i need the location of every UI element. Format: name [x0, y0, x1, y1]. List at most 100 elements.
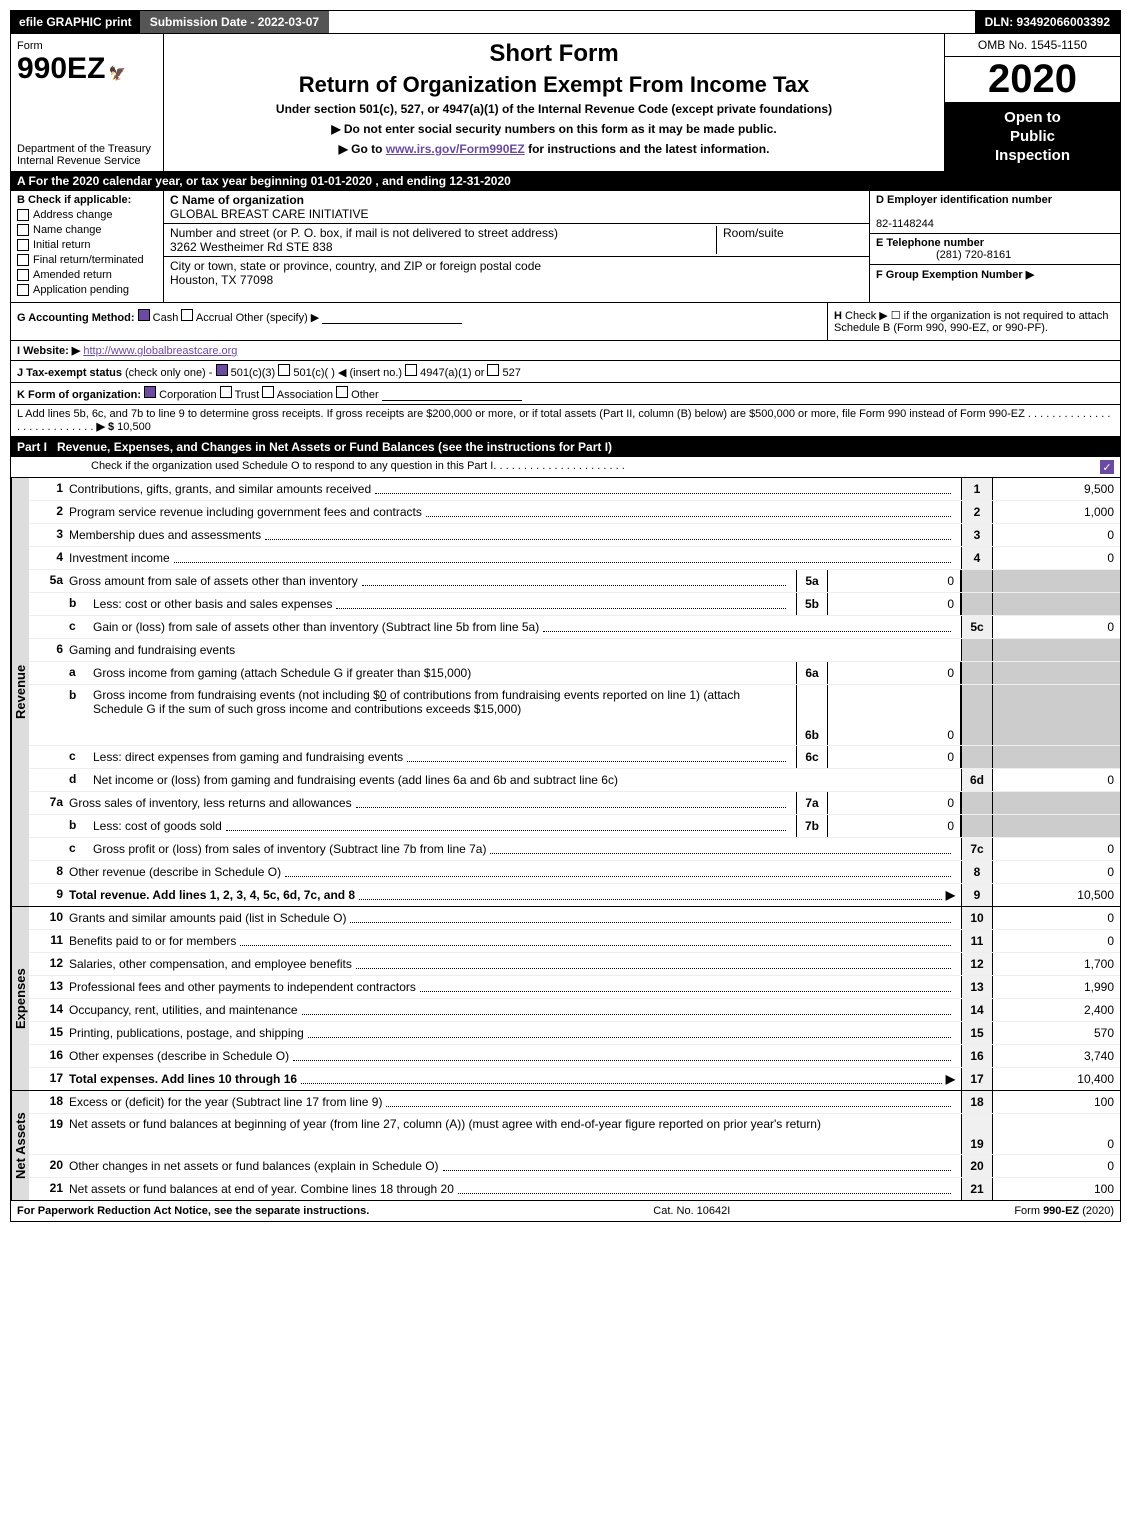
- goto-suffix: for instructions and the latest informat…: [528, 142, 769, 156]
- line-10-box: 10: [961, 907, 993, 929]
- ein-value: 82-1148244: [876, 218, 934, 230]
- expenses-lines: 10 Grants and similar amounts paid (list …: [29, 907, 1120, 1090]
- line-2-desc: Program service revenue including govern…: [69, 505, 422, 519]
- line-4-desc: Investment income: [69, 551, 170, 565]
- line-8-box: 8: [961, 861, 993, 883]
- line-6c-desc: Less: direct expenses from gaming and fu…: [93, 750, 403, 764]
- line-13-box: 13: [961, 976, 993, 998]
- cb-application-pending[interactable]: [17, 284, 29, 296]
- g-other: Other (specify) ▶: [236, 312, 320, 324]
- cb-cash[interactable]: [138, 309, 150, 321]
- line-17-val: 10,400: [993, 1068, 1120, 1090]
- line-9-desc: Total revenue. Add lines 1, 2, 3, 4, 5c,…: [69, 888, 355, 902]
- line-11-desc: Benefits paid to or for members: [69, 934, 236, 948]
- tax-year: 2020: [945, 57, 1120, 103]
- line-7b-desc: Less: cost of goods sold: [93, 819, 222, 833]
- line-5b-box-shaded: [961, 593, 993, 615]
- org-name: GLOBAL BREAST CARE INITIATIVE: [170, 207, 369, 221]
- cb-accrual[interactable]: [181, 309, 193, 321]
- line-7b-val-shaded: [993, 815, 1120, 837]
- g-label: G Accounting Method:: [17, 312, 135, 324]
- e-tel-label: E Telephone number: [876, 237, 984, 249]
- f-group-exemption-label: F Group Exemption Number ▶: [876, 269, 1034, 281]
- period-bar: A For the 2020 calendar year, or tax yea…: [11, 171, 1120, 191]
- cb-corporation[interactable]: [144, 386, 156, 398]
- line-15-desc: Printing, publications, postage, and shi…: [69, 1026, 304, 1040]
- line-11-val: 0: [993, 930, 1120, 952]
- dln-label: DLN: 93492066003392: [975, 11, 1120, 33]
- k-other-input[interactable]: [382, 388, 522, 401]
- line-6-desc: Gaming and fundraising events: [69, 643, 235, 657]
- cb-501c3[interactable]: [216, 364, 228, 376]
- city-label: City or town, state or province, country…: [170, 259, 541, 273]
- line-6d-val: 0: [993, 769, 1120, 791]
- footer: For Paperwork Reduction Act Notice, see …: [11, 1201, 1120, 1221]
- line-13-desc: Professional fees and other payments to …: [69, 980, 416, 994]
- line-17-arrow: ▶: [946, 1072, 955, 1086]
- goto-prefix: ▶ Go to: [339, 142, 386, 156]
- line-8-val: 0: [993, 861, 1120, 883]
- cb-name-change[interactable]: [17, 224, 29, 236]
- cb-4947a1[interactable]: [405, 364, 417, 376]
- line-7a-val-shaded: [993, 792, 1120, 814]
- line-19-desc: Net assets or fund balances at beginning…: [69, 1117, 821, 1131]
- line-1-val: 9,500: [993, 478, 1120, 500]
- k-label: K Form of organization:: [17, 389, 141, 401]
- room-suite-label: Room/suite: [716, 226, 863, 254]
- expenses-section: Expenses 10Grants and similar amounts pa…: [11, 907, 1120, 1091]
- line-6c-midbox: 6c: [796, 746, 828, 768]
- j-527: 527: [503, 367, 521, 379]
- line-17-desc: Total expenses. Add lines 10 through 16: [69, 1072, 297, 1086]
- cb-other-org[interactable]: [336, 386, 348, 398]
- j-label: J Tax-exempt status: [17, 367, 122, 379]
- cb-final-return[interactable]: [17, 254, 29, 266]
- box-c: C Name of organization GLOBAL BREAST CAR…: [164, 191, 869, 302]
- efile-print-button[interactable]: efile GRAPHIC print: [11, 11, 140, 33]
- line-14-desc: Occupancy, rent, utilities, and maintena…: [69, 1003, 298, 1017]
- goto-line: ▶ Go to www.irs.gov/Form990EZ for instru…: [170, 142, 938, 156]
- line-7c-box: 7c: [961, 838, 993, 860]
- line-19-box: 19: [961, 1114, 993, 1154]
- line-17-box: 17: [961, 1068, 993, 1090]
- street-label: Number and street (or P. O. box, if mail…: [170, 226, 558, 240]
- revenue-label: Revenue: [11, 478, 29, 906]
- website-link[interactable]: http://www.globalbreastcare.org: [83, 345, 237, 357]
- line-5b-midval: 0: [828, 593, 961, 615]
- line-3-desc: Membership dues and assessments: [69, 528, 261, 542]
- tax-exempt-line: J Tax-exempt status (check only one) - 5…: [11, 361, 1120, 383]
- cb-527[interactable]: [487, 364, 499, 376]
- line-7a-midval: 0: [828, 792, 961, 814]
- g-other-input[interactable]: [322, 311, 462, 324]
- period-end: 12-31-2020: [449, 174, 510, 188]
- line-7c-val: 0: [993, 838, 1120, 860]
- line-15-val: 570: [993, 1022, 1120, 1044]
- g-cash: Cash: [153, 312, 179, 324]
- line-6a-midval: 0: [828, 662, 961, 684]
- goto-link[interactable]: www.irs.gov/Form990EZ: [386, 142, 525, 156]
- footer-right: Form 990-EZ (2020): [1014, 1205, 1114, 1217]
- cb-label-application-pending: Application pending: [33, 284, 129, 296]
- cb-amended-return[interactable]: [17, 269, 29, 281]
- footer-center: Cat. No. 10642I: [653, 1205, 730, 1217]
- line-16-val: 3,740: [993, 1045, 1120, 1067]
- line-1-box: 1: [961, 478, 993, 500]
- cb-label-final-return: Final return/terminated: [33, 254, 144, 266]
- cb-501c[interactable]: [278, 364, 290, 376]
- footer-right-suf: (2020): [1082, 1205, 1114, 1217]
- cb-association[interactable]: [262, 386, 274, 398]
- form-header: Form 990EZ 🦅 Department of the Treasury …: [11, 33, 1120, 171]
- cb-trust[interactable]: [220, 386, 232, 398]
- l-arrow: ▶ $: [96, 421, 114, 433]
- cb-initial-return[interactable]: [17, 239, 29, 251]
- h-text: Check ▶ ☐ if the organization is not req…: [834, 310, 1109, 334]
- line-18-desc: Excess or (deficit) for the year (Subtra…: [69, 1095, 382, 1109]
- line-5b-midbox: 5b: [796, 593, 828, 615]
- cb-address-change[interactable]: [17, 209, 29, 221]
- line-16-box: 16: [961, 1045, 993, 1067]
- period-begin: 01-01-2020: [311, 174, 372, 188]
- schedule-o-checkbox[interactable]: ✓: [1100, 460, 1114, 474]
- g-accrual: Accrual: [196, 312, 233, 324]
- j-note: (check only one) -: [125, 367, 212, 379]
- under-section-note: Under section 501(c), 527, or 4947(a)(1)…: [170, 102, 938, 116]
- line-10-desc: Grants and similar amounts paid (list in…: [69, 911, 346, 925]
